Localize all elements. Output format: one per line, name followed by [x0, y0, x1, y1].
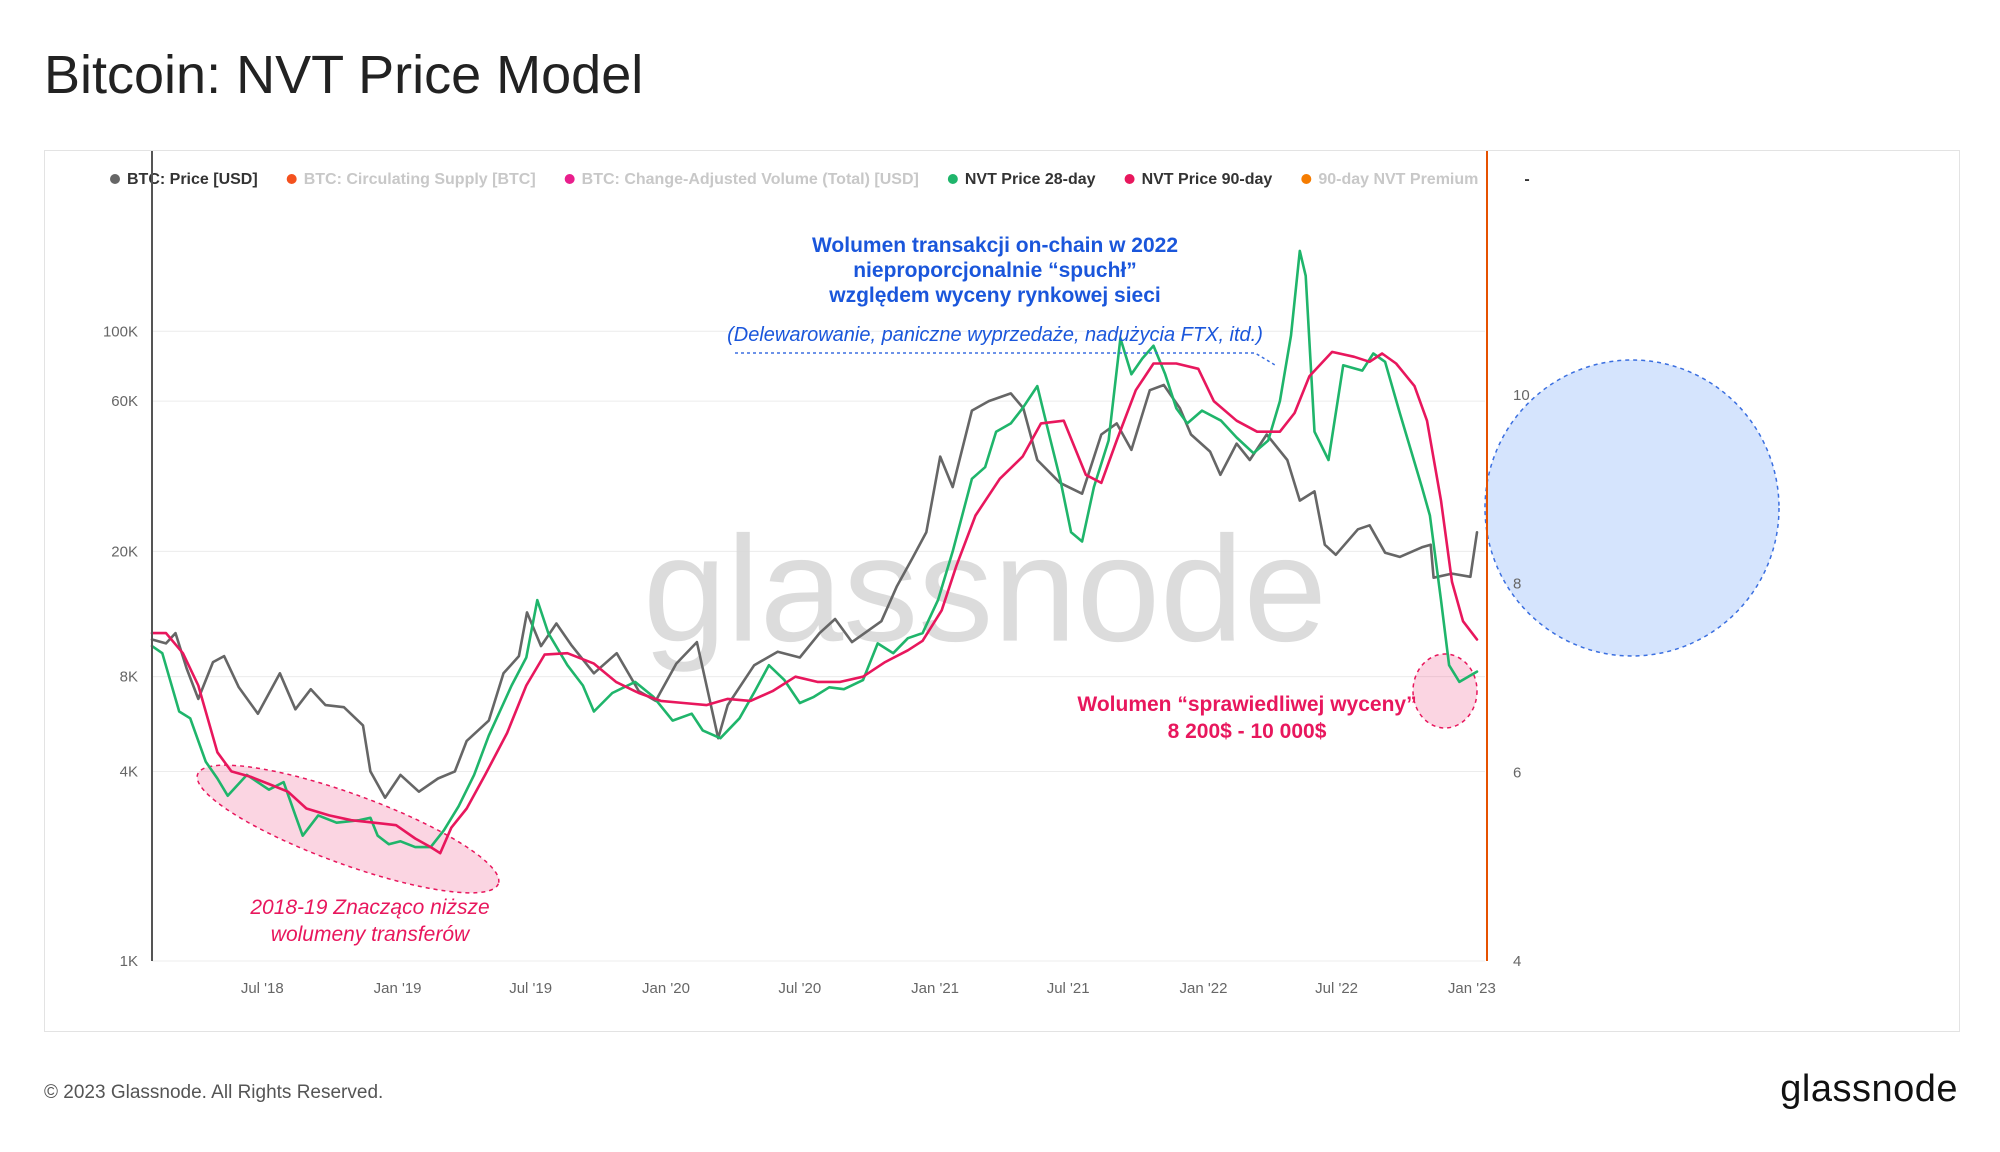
legend-item: BTC: Price [USD] [110, 171, 258, 188]
x-tick-label: Jan '19 [374, 980, 422, 997]
legend-swatch-icon [286, 174, 297, 184]
y-right-tick-label: 4 [1513, 953, 1521, 970]
legend-label: - [1524, 171, 1529, 188]
annotation-2018-19-line: 2018-19 Znacząco niższe [249, 896, 489, 919]
series-line-nvt-price-90-day [150, 350, 1479, 855]
series-line-btc-price-usd- [150, 383, 1479, 799]
annotation-fair-value-line: 8 200$ - 10 000$ [1168, 720, 1327, 743]
legend-swatch-icon [1301, 174, 1312, 184]
footer-copyright: © 2023 Glassnode. All Rights Reserved. [44, 1082, 384, 1103]
legend-item: BTC: Change-Adjusted Volume (Total) [USD… [564, 171, 919, 188]
x-tick-label: Jul '20 [778, 980, 821, 997]
x-tick-label: Jan '22 [1180, 980, 1228, 997]
watermark-text: glassnode [643, 505, 1327, 673]
y-right-tick-label: 10 [1513, 387, 1530, 404]
x-tick-label: Jan '21 [911, 980, 959, 997]
chart-frame: BTC: Price [USD] BTC: Circulating Supply … [44, 150, 1960, 1032]
legend-label: NVT Price 28-day [965, 171, 1096, 188]
x-tick-label: Jul '21 [1047, 980, 1090, 997]
legend-swatch-icon [947, 174, 958, 184]
y-left-tick-label: 4K [120, 763, 138, 780]
legend-label: 90-day NVT Premium [1318, 171, 1478, 188]
x-tick-label: Jan '23 [1448, 980, 1496, 997]
y-left-tick-label: 100K [103, 323, 138, 340]
x-tick-label: Jan '20 [642, 980, 690, 997]
footer-brand-logo: glassnode [1780, 1068, 1958, 1110]
legend-swatch-icon [1124, 174, 1135, 184]
x-tick-label: Jul '18 [241, 980, 284, 997]
legend-item: 90-day NVT Premium [1301, 171, 1478, 188]
y-left-tick-label: 1K [120, 953, 138, 970]
x-tick-label: Jul '19 [509, 980, 552, 997]
grid-lines [152, 330, 1485, 962]
legend-label: BTC: Change-Adjusted Volume (Total) [USD… [582, 171, 919, 188]
y-right-tick-label: 6 [1513, 764, 1521, 781]
y-right-tick-label: 8 [1513, 576, 1521, 593]
annotation-2018-19-line: wolumeny transferów [271, 923, 471, 946]
legend-swatch-icon [564, 174, 575, 184]
annotation-fair-value-line: Wolumen “sprawiedliwej wyceny” [1077, 693, 1416, 716]
highlight-ellipse-fair-value [1412, 653, 1478, 729]
y-left-tick-label: 8K [120, 669, 138, 686]
legend-item: BTC: Circulating Supply [BTC] [286, 171, 536, 188]
annotation-2022-italic: (Delewarowanie, paniczne wyprzedaże, nad… [727, 324, 1263, 346]
legend-label: BTC: Circulating Supply [BTC] [304, 171, 536, 188]
highlight-ellipse-2018-19 [196, 764, 500, 894]
x-tick-label: Jul '22 [1315, 980, 1358, 997]
highlight-ellipses [196, 359, 1780, 894]
legend-item: NVT Price 90-day [1124, 171, 1273, 188]
chart-legend: BTC: Price [USD] BTC: Circulating Supply … [110, 171, 1530, 188]
legend-label: BTC: Price [USD] [127, 171, 258, 188]
y-left-tick-label: 60K [111, 393, 138, 410]
series-lines [150, 249, 1479, 855]
page-title: Bitcoin: NVT Price Model [44, 45, 644, 105]
chart-annotations: Wolumen transakcji on-chain w 2022niepro… [249, 234, 1416, 946]
legend-item: - [1524, 171, 1529, 188]
annotation-2022-line: Wolumen transakcji on-chain w 2022 [812, 234, 1178, 257]
y-left-tick-label: 20K [111, 543, 138, 560]
legend-item: NVT Price 28-day [947, 171, 1096, 188]
annotation-2022-connector [735, 352, 1276, 366]
annotation-2022-line: nieproporcjonalnie “spuchł” [853, 259, 1137, 282]
legend-swatch-icon [110, 174, 120, 184]
series-line-nvt-price-28-day [150, 249, 1479, 849]
annotation-2022-line: względem wyceny rynkowej sieci [828, 284, 1160, 307]
chart-axes: 1K 4K 8K 20K 60K 100K 4 6 8 10 Jul '18 Jan '19 Jul '… [103, 151, 1530, 997]
highlight-ellipse-2022 [1484, 359, 1780, 657]
nvt-price-chart: BTC: Price [USD] BTC: Circulating Supply … [103, 151, 1780, 997]
legend-label: NVT Price 90-day [1142, 171, 1273, 188]
